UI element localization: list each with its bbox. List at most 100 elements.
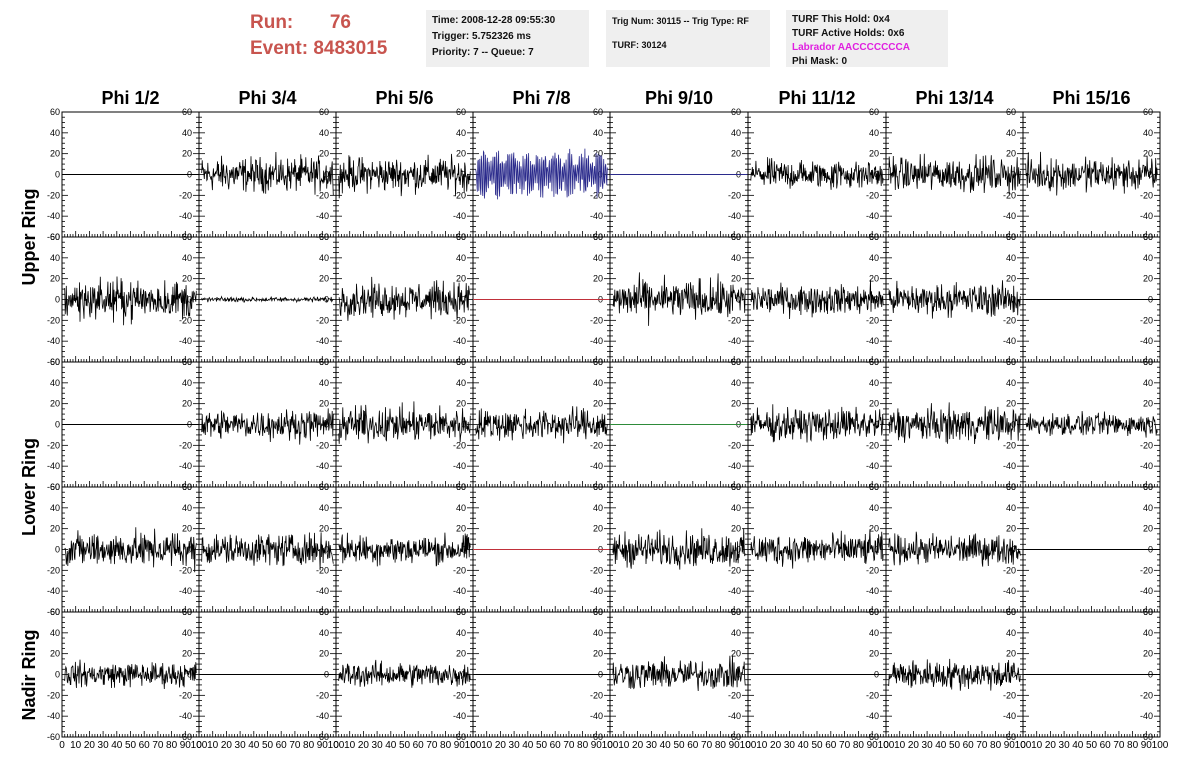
y-tick-label: 0 [736,295,741,305]
x-tick-label: 20 [908,740,920,751]
y-tick-label: -60 [47,607,60,617]
y-tick-label: 60 [319,357,329,367]
y-tick-label: 0 [1011,670,1016,680]
y-tick-label: -40 [866,336,879,346]
x-tick-label: 20 [1045,740,1057,751]
waveform-trace [475,406,608,444]
x-tick-label: 60 [276,740,288,751]
y-tick-label: 40 [50,128,60,138]
y-tick-label: 20 [456,274,466,284]
y-tick-label: 40 [1143,503,1153,513]
time-info-box: Time: 2008-12-28 09:55:30 Trigger: 5.752… [426,10,589,67]
x-tick-label: 70 [701,740,713,751]
y-tick-label: -20 [866,440,879,450]
y-tick-label: -40 [179,461,192,471]
waveform-trace [201,408,334,445]
y-tick-label: 40 [731,128,741,138]
event-line: Event: 8483015 [250,36,387,62]
y-tick-label: 0 [461,545,466,555]
x-tick-label: 100 [740,740,757,751]
y-tick-label: 40 [182,503,192,513]
y-tick-label: -40 [179,336,192,346]
y-tick-label: 0 [461,295,466,305]
y-tick-label: 60 [1143,607,1153,617]
y-tick-label: -20 [728,690,741,700]
run-value: 76 [329,12,351,33]
y-tick-label: 40 [1143,378,1153,388]
x-tick-label: 50 [673,740,685,751]
x-tick-label: 100 [602,740,619,751]
y-tick-label: 0 [598,420,603,430]
waveform-trace [888,402,1021,445]
y-tick-label: -40 [1140,336,1153,346]
x-tick-label: 90 [1141,740,1153,751]
x-tick-label: 70 [563,740,575,751]
waveform-trace [612,528,746,570]
y-tick-label: 0 [55,670,60,680]
y-tick-label: 60 [1143,357,1153,367]
x-tick-label: 80 [1127,740,1139,751]
y-tick-label: -20 [728,315,741,325]
y-tick-label: -40 [590,336,603,346]
y-tick-label: 60 [182,232,192,242]
x-tick-label: 80 [715,740,727,751]
column-header: Phi 13/14 [915,88,994,108]
x-tick-label: 50 [536,740,548,751]
y-tick-label: -20 [316,315,329,325]
y-tick-label: 40 [869,503,879,513]
x-tick-label: 80 [440,740,452,751]
y-tick-label: 40 [869,128,879,138]
x-tick-label: 10 [207,740,219,751]
y-tick-label: 40 [1143,253,1153,263]
y-tick-label: 40 [1143,128,1153,138]
y-tick-label: 60 [593,357,603,367]
x-tick-label: 20 [632,740,644,751]
x-tick-label: 40 [522,740,534,751]
y-tick-label: 40 [319,253,329,263]
phi-mask-text: Phi Mask: 0 [792,56,848,67]
y-tick-label: 60 [1006,482,1016,492]
x-tick-label: 50 [125,740,137,751]
y-tick-label: -40 [590,711,603,721]
priority-text: Priority: 7 -- Queue: 7 [432,47,534,58]
y-tick-label: 0 [187,295,192,305]
waveform-trace [750,404,884,443]
y-tick-label: 40 [1006,253,1016,263]
x-tick-label: 60 [963,740,975,751]
y-tick-label: 60 [319,232,329,242]
y-tick-label: 20 [319,649,329,659]
waveform-trace [64,276,197,326]
waveform-trace [750,529,884,569]
y-tick-label: 60 [869,232,879,242]
y-tick-label: -40 [1003,711,1016,721]
x-tick-label: 0 [470,740,476,751]
y-tick-label: -60 [47,482,60,492]
y-tick-label: -40 [316,586,329,596]
y-tick-label: -40 [453,461,466,471]
y-tick-label: 60 [869,357,879,367]
y-tick-label: 20 [456,149,466,159]
y-tick-label: 0 [55,295,60,305]
y-tick-label: -40 [1003,336,1016,346]
y-tick-label: -20 [1003,690,1016,700]
y-tick-label: -40 [590,586,603,596]
y-tick-label: -60 [728,732,741,742]
waveform-trace [750,280,884,320]
column-header: Phi 11/12 [778,88,856,108]
y-tick-label: 20 [319,149,329,159]
y-tick-label: 40 [456,128,466,138]
y-tick-label: -40 [1140,586,1153,596]
x-tick-label: 60 [413,740,425,751]
y-tick-label: 20 [456,649,466,659]
y-tick-label: 60 [593,482,603,492]
y-tick-label: -40 [1140,211,1153,221]
y-tick-label: 40 [869,628,879,638]
y-tick-label: 60 [1006,232,1016,242]
x-tick-label: 50 [262,740,274,751]
y-tick-label: 40 [1006,628,1016,638]
y-tick-label: -40 [866,586,879,596]
x-tick-label: 40 [660,740,672,751]
x-tick-label: 70 [976,740,988,751]
y-tick-label: 60 [869,482,879,492]
y-tick-label: 20 [182,399,192,409]
